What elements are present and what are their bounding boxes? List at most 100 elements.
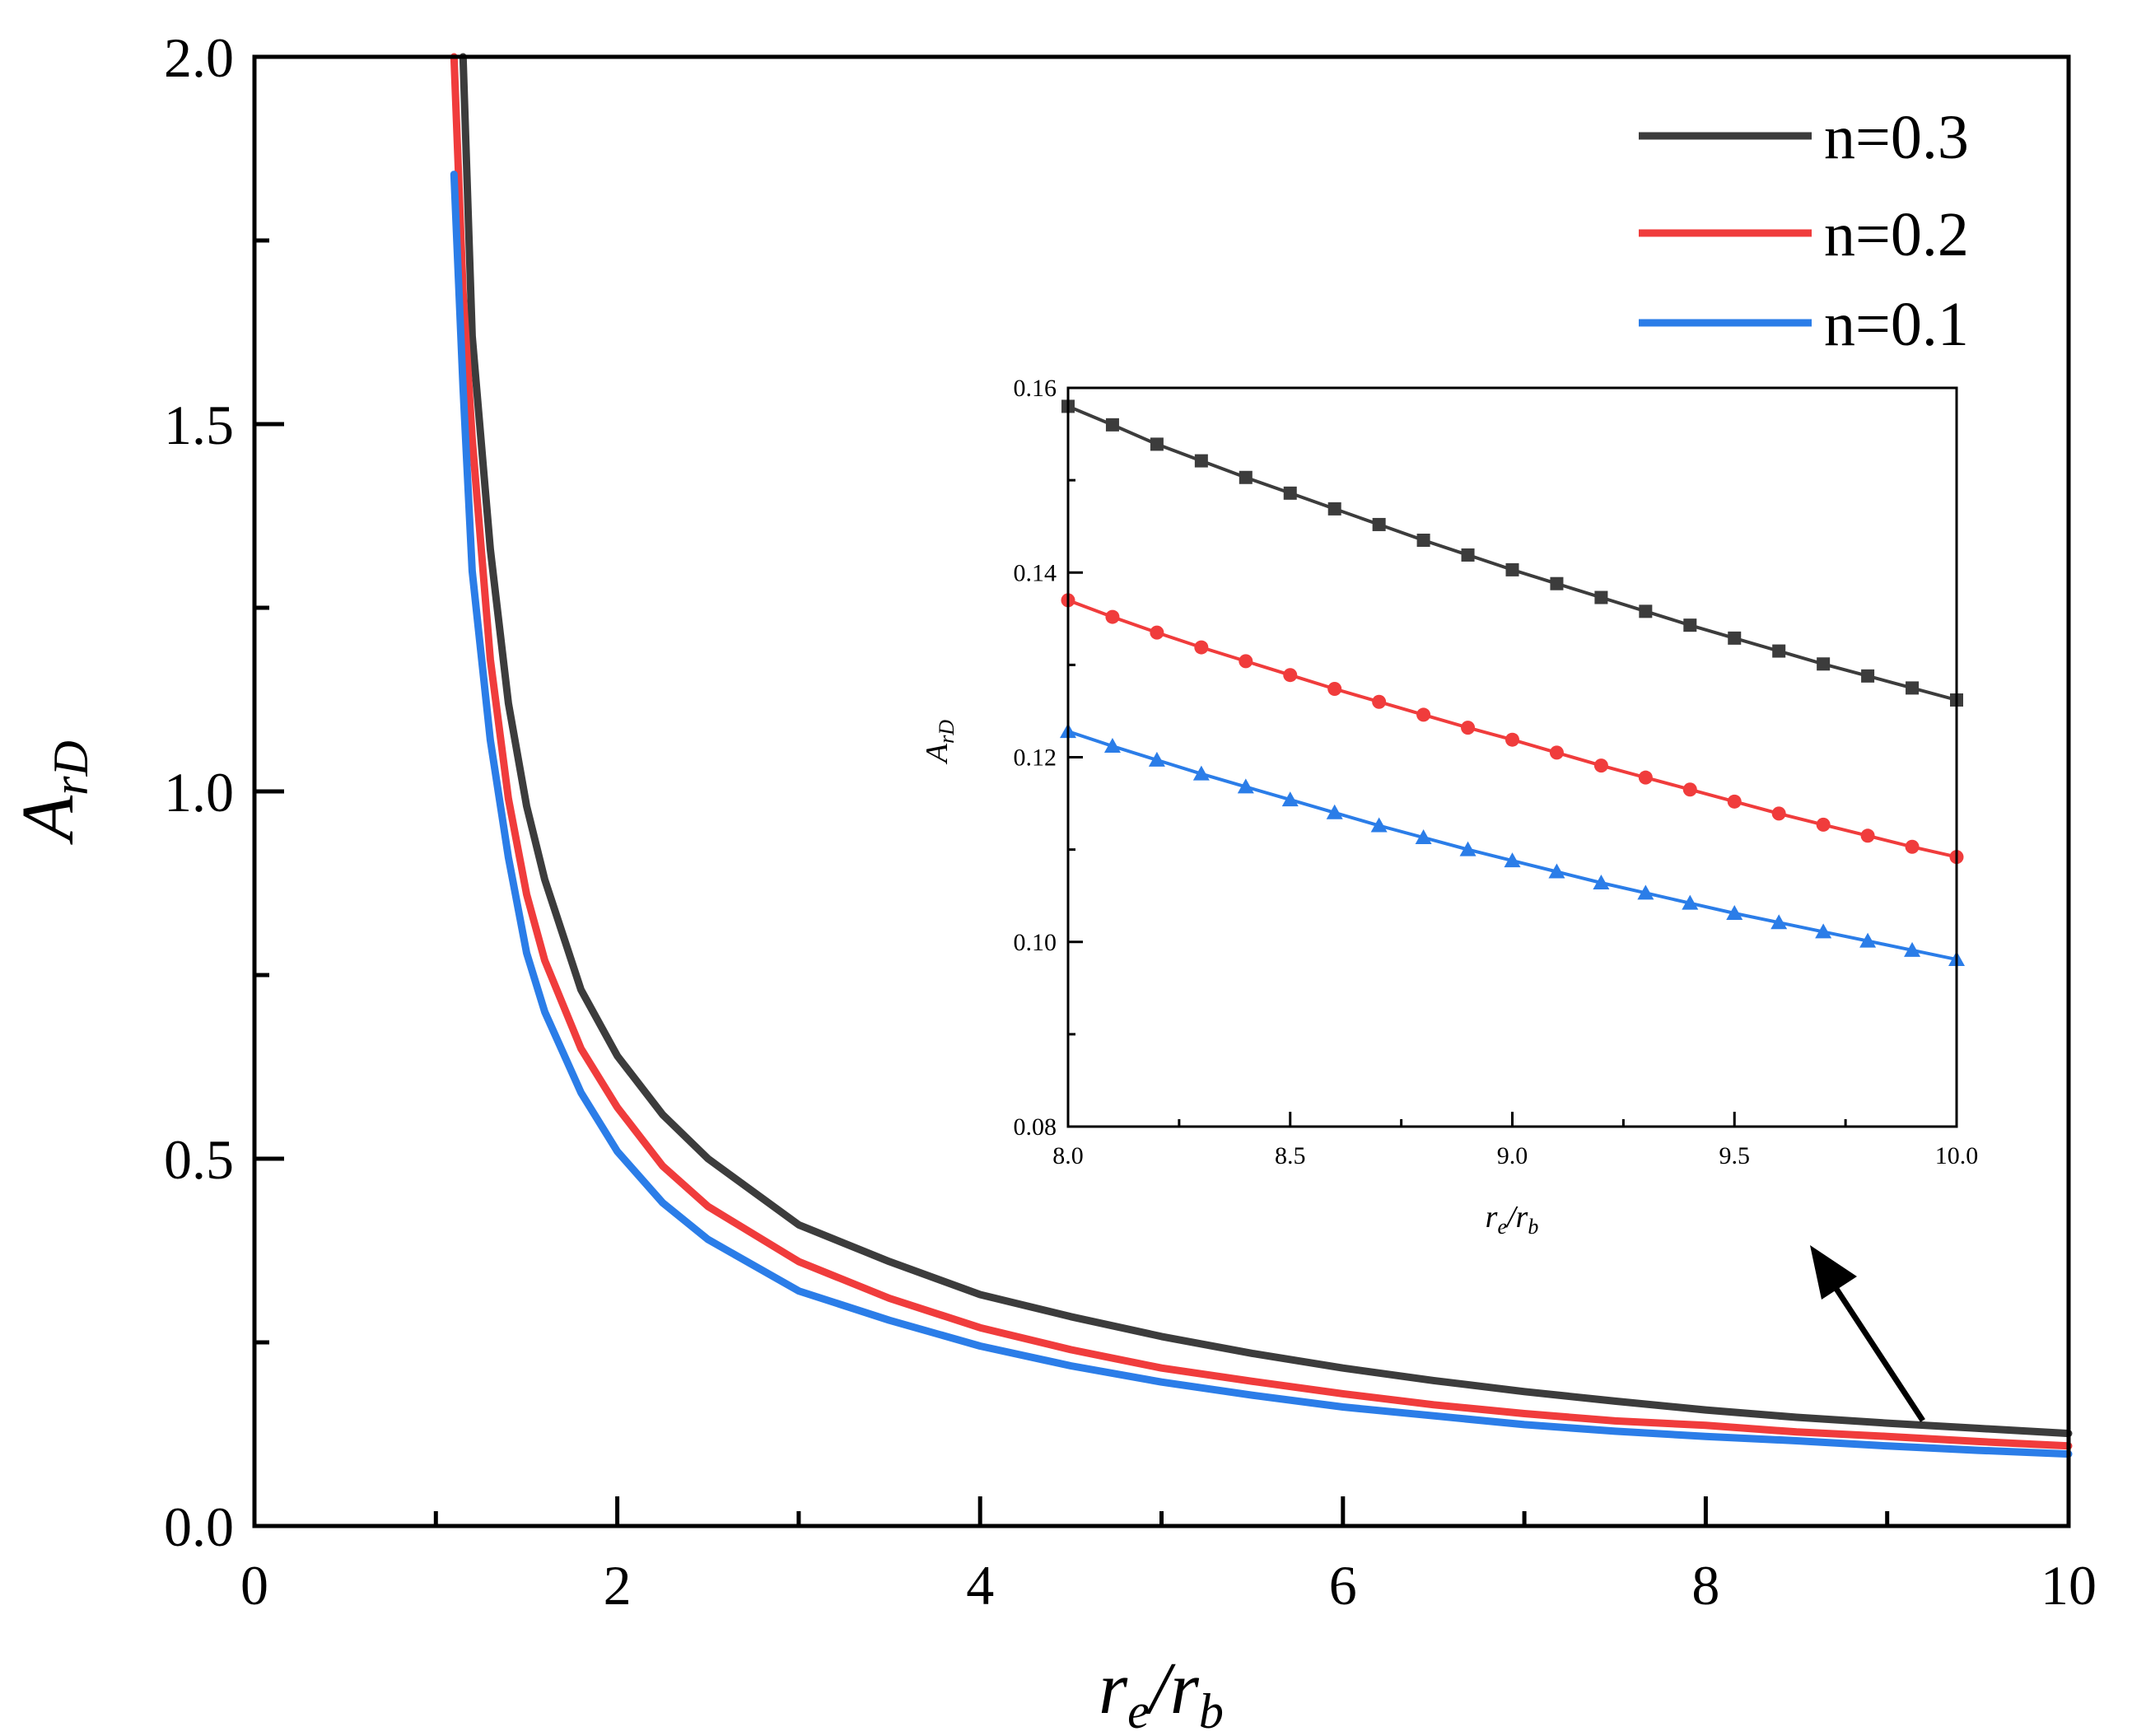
inset-chart: 8.0 8.5 9.0 9.5 10.0 0.08 0.10 0.12 0.14 0.16 re… [920,375,1978,1239]
inset-point-n-0-2 [1150,625,1164,640]
inset-point-n-0-2 [1816,817,1831,832]
inset-y-tick-label: 0.14 [1014,559,1057,586]
inset-point-n-0-3 [1461,548,1475,562]
inset-point-n-0-1 [1326,804,1343,819]
inset-point-n-0-1 [1459,841,1477,856]
inset-point-n-0-1 [1103,738,1121,754]
inset-y-tick-label: 0.10 [1014,929,1057,956]
inset-point-n-0-1 [1637,884,1654,900]
legend: n=0.3 n=0.2 n=0.1 [1639,103,1969,359]
inset-point-n-0-1 [1770,914,1788,930]
main-x-tick-label: 8 [1691,1554,1719,1617]
inset-point-n-0-1 [1815,923,1832,939]
inset-point-n-0-1 [1370,817,1388,833]
inset-point-n-0-3 [1817,657,1831,671]
zoom-arrow-head [1810,1245,1857,1300]
inset-point-n-0-3 [1283,486,1297,500]
inset-point-n-0-2 [1416,707,1431,722]
legend-item-n-0-1: n=0.1 [1639,290,1969,359]
inset-point-n-0-1 [1148,751,1165,767]
inset-y-tick-label: 0.12 [1014,744,1057,772]
inset-y-tick-label: 0.16 [1014,375,1057,402]
inset-point-n-0-1 [1548,863,1565,879]
inset-point-n-0-3 [1105,418,1119,432]
inset-point-n-0-3 [1728,631,1742,645]
inset-point-n-0-2 [1372,694,1387,709]
legend-label-n-0-1: n=0.1 [1824,290,1969,359]
inset-point-n-0-1 [1415,829,1432,845]
legend-label-n-0-3: n=0.3 [1824,103,1969,172]
inset-point-n-0-2 [1771,806,1786,821]
inset-point-n-0-1 [1593,874,1610,889]
inset-point-n-0-2 [1727,794,1742,809]
inset-point-n-0-2 [1239,654,1253,669]
main-chart: 0 2 4 6 8 10 0.0 0.5 1.0 1.5 2.0 re/rb ArD n=0.3 … [7,26,2097,1736]
main-series-group [450,53,2073,1458]
inset-point-n-0-2 [1327,682,1342,697]
main-y-axis-title: ArD [7,740,98,845]
inset-x-tick-label: 9.0 [1497,1142,1528,1169]
inset-point-n-0-3 [1550,576,1564,590]
main-series-line-n-0-1 [450,170,2073,1458]
legend-label-n-0-2: n=0.2 [1824,200,1969,269]
inset-point-n-0-3 [1416,534,1430,548]
inset-point-n-0-2 [1549,745,1564,760]
inset-point-n-0-2 [1905,839,1920,854]
inset-point-n-0-3 [1594,590,1608,604]
inset-point-n-0-1 [1726,904,1743,920]
inset-point-n-0-2 [1505,732,1519,747]
inset-point-n-0-1 [1504,852,1521,868]
legend-item-n-0-3: n=0.3 [1639,103,1969,172]
inset-point-n-0-2 [1461,721,1476,735]
inset-point-n-0-3 [1194,454,1208,468]
inset-point-n-0-1 [1859,932,1877,948]
main-y-tick-label: 0.5 [164,1128,234,1191]
inset-x-tick-label: 10.0 [1935,1142,1979,1169]
main-x-ticks: 0 2 4 6 8 10 [240,1496,2097,1617]
inset-x-ticks: 8.0 8.5 9.0 9.5 10.0 [1052,1112,1978,1169]
inset-point-n-0-2 [1638,770,1653,785]
main-y-tick-label: 1.0 [164,761,234,824]
inset-point-n-0-3 [1683,618,1697,632]
main-x-tick-label: 2 [604,1554,632,1617]
main-plot-frame [252,54,2071,1528]
main-y-ticks: 0.0 0.5 1.0 1.5 2.0 [164,26,284,1558]
inset-plot-frame [1066,386,1958,1128]
main-x-tick-label: 10 [2041,1554,2097,1617]
main-y-tick-label: 1.5 [164,394,234,456]
inset-point-n-0-3 [1150,437,1164,451]
inset-point-n-0-1 [1682,894,1699,910]
inset-point-n-0-3 [1505,562,1519,576]
inset-x-tick-label: 8.5 [1275,1142,1306,1169]
zoom-arrow [1810,1245,1925,1422]
inset-point-n-0-3 [1772,644,1786,658]
inset-x-tick-label: 8.0 [1052,1142,1084,1169]
inset-point-n-0-3 [1861,669,1875,683]
inset-point-n-0-3 [1239,470,1253,484]
inset-point-n-0-3 [1327,502,1341,516]
inset-point-n-0-3 [1906,681,1920,695]
inset-x-axis-title: re/rb [1486,1200,1539,1239]
main-x-tick-label: 4 [966,1554,994,1617]
zoom-arrow-shaft [1834,1287,1925,1422]
inset-x-tick-label: 9.5 [1719,1142,1751,1169]
main-y-tick-label: 0.0 [164,1496,234,1558]
inset-point-n-0-2 [1194,640,1209,655]
inset-point-n-0-2 [1593,758,1608,773]
main-y-tick-label: 2.0 [164,26,234,89]
main-series-line-n-0-3 [459,53,2073,1438]
inset-y-tick-label: 0.08 [1014,1113,1057,1141]
inset-point-n-0-2 [1105,609,1120,624]
main-x-tick-label: 0 [240,1554,268,1617]
inset-point-n-0-2 [1682,782,1697,797]
inset-point-n-0-1 [1281,791,1299,807]
inset-point-n-0-2 [1283,668,1298,683]
main-series-line-n-0-2 [450,53,2073,1450]
inset-y-axis-title: ArD [920,720,959,765]
inset-point-n-0-1 [1904,941,1921,957]
inset-point-n-0-3 [1372,517,1386,531]
inset-point-n-0-1 [1192,765,1210,781]
legend-item-n-0-2: n=0.2 [1639,200,1969,269]
inset-series-group [1060,399,1965,967]
